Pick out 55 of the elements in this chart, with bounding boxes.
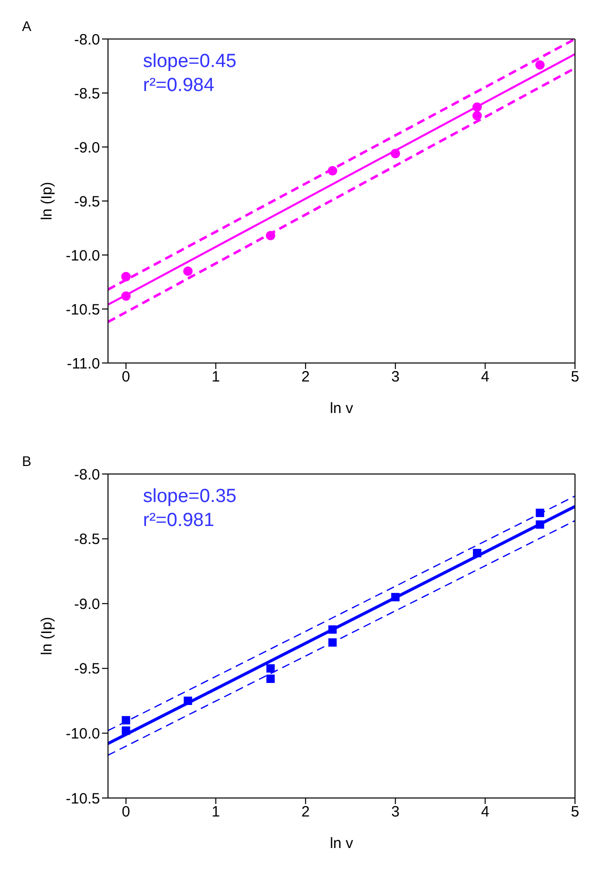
annotation: slope=0.45 [143,50,236,74]
point [536,520,544,529]
point [266,664,275,673]
point [472,110,482,120]
x-tick-label: 1 [212,368,220,386]
annotation: r²=0.984 [143,74,216,98]
annotation: r²=0.981 [143,509,216,533]
point [328,638,337,647]
point [266,230,276,240]
point [121,272,131,282]
y-tick-label: -8.5 [74,531,100,548]
point [472,102,482,112]
y-tick-label: -10.5 [66,301,100,318]
point [390,148,400,158]
y-tick-label: -9.5 [74,660,100,678]
chart-title: A [22,18,32,34]
x-tick-label: 5 [570,368,580,386]
y-tick-label: -11.0 [66,355,100,372]
x-tick-label: 1 [212,804,220,821]
point [391,592,400,602]
x-tick-label: 0 [122,368,130,386]
point [122,716,130,724]
point [535,60,545,70]
x-tick-label: 2 [301,368,310,386]
point [536,508,544,518]
x-tick-label: 0 [122,804,130,821]
point [328,166,338,176]
y-tick-label: -10.5 [66,790,100,808]
x-tick-label: 4 [481,368,490,386]
chart-title: B [22,453,32,469]
point [266,674,275,683]
y-tick-label: -10.0 [66,726,100,743]
x-axis-title: ln v [330,400,354,417]
x-tick-label: 4 [481,804,490,821]
y-tick-label: -9.5 [74,193,100,210]
x-axis-title: ln v [330,835,354,852]
point [472,548,482,558]
y-tick-label: -8.0 [74,466,100,484]
point [122,726,130,735]
y-tick-label: -8.0 [74,31,100,48]
y-axis-title: ln (Ip) [38,616,56,656]
y-tick-label: -8.5 [74,85,100,102]
x-tick-label: 3 [391,804,400,821]
y-tick-label: -10.0 [66,247,100,264]
point [328,625,337,634]
y-tick-label: -9.0 [74,596,100,613]
x-tick-label: 3 [391,368,400,386]
point [184,696,192,705]
point [121,291,131,301]
x-tick-label: 5 [570,804,580,821]
annotation: slope=0.35 [143,485,236,509]
point [183,266,193,276]
x-tick-label: 2 [301,804,310,821]
y-tick-label: -9.0 [74,139,100,156]
y-axis-title: ln (Ip) [38,182,56,220]
